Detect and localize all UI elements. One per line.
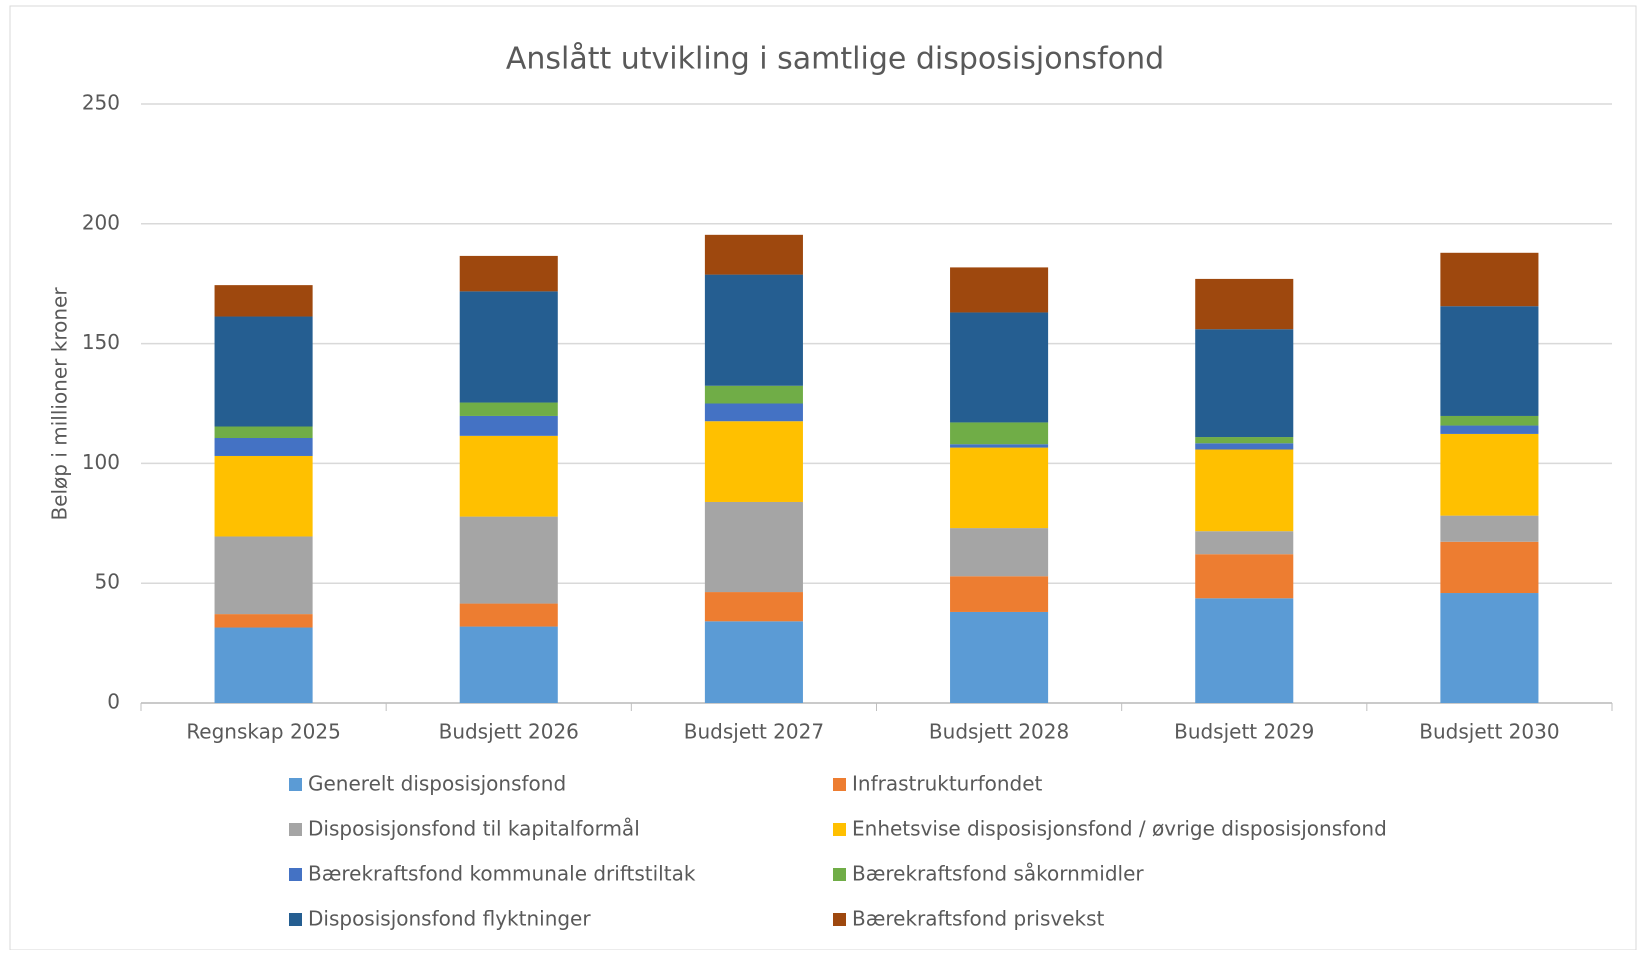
bar-segment [214, 627, 313, 703]
legend-label: Disposisjonsfond til kapitalformål [308, 817, 640, 841]
y-tick-label: 50 [95, 570, 120, 594]
bar-segment [950, 576, 1049, 612]
bar-segment [1440, 515, 1539, 542]
bar-segment [704, 385, 803, 404]
legend-swatch [289, 868, 302, 881]
bar-segment [704, 403, 803, 422]
bar-segment [1440, 415, 1539, 426]
bar-segment [459, 435, 558, 517]
legend-swatch [833, 778, 846, 791]
x-tick-label: Budsjett 2030 [1419, 720, 1559, 744]
y-tick-label: 150 [82, 330, 120, 354]
chart-title: Anslått utvikling i samtlige disposisjon… [506, 42, 1164, 77]
bar-segment [1195, 278, 1294, 330]
legend-label: Generelt disposisjonsfond [308, 772, 566, 796]
legend-label: Infrastrukturfondet [852, 772, 1043, 796]
legend-label: Bærekraftsfond kommunale driftstiltak [308, 862, 696, 886]
bar-segment [1440, 593, 1539, 703]
bar-segment [704, 421, 803, 502]
y-tick-label: 0 [107, 690, 120, 714]
bar-segment [704, 501, 803, 593]
bar-segment [1195, 598, 1294, 703]
bar-segment [214, 426, 313, 439]
legend-label: Enhetsvise disposisjonsfond / øvrige dis… [852, 817, 1387, 841]
bar-segment [704, 621, 803, 703]
bar-segment [950, 447, 1049, 529]
bar-segment [214, 438, 313, 456]
bar-segment [459, 402, 558, 416]
bar-segment [1195, 443, 1294, 450]
x-tick-label: Budsjett 2026 [439, 720, 579, 744]
bar-segment [214, 285, 313, 317]
legend-swatch [833, 823, 846, 836]
legend-swatch [833, 913, 846, 926]
x-tick-label: Budsjett 2029 [1174, 720, 1314, 744]
bar-segment [704, 592, 803, 622]
legend-label: Disposisjonsfond flyktninger [308, 907, 591, 931]
x-tick-label: Budsjett 2027 [684, 720, 824, 744]
bar-segment [459, 516, 558, 604]
bar-segment [214, 536, 313, 615]
x-tick-label: Regnskap 2025 [186, 720, 341, 744]
bar-segment [459, 415, 558, 436]
bar-segment [1195, 449, 1294, 532]
bar-segment [1440, 433, 1539, 516]
bar-segment [950, 422, 1049, 445]
bar-segment [950, 611, 1049, 703]
y-tick-label: 100 [82, 450, 120, 474]
bar-segment [214, 455, 313, 537]
bar-segment [459, 255, 558, 292]
bar-segment [950, 267, 1049, 313]
bar-segment [214, 614, 313, 628]
bar-segment [1440, 425, 1539, 434]
legend-swatch [289, 823, 302, 836]
legend-label: Bærekraftsfond såkornmidler [852, 862, 1144, 886]
bar-segment [459, 603, 558, 627]
legend-swatch [289, 913, 302, 926]
y-tick-label: 200 [82, 210, 120, 234]
bar-segment [459, 626, 558, 703]
bar-segment [459, 291, 558, 403]
bar-segment [1440, 306, 1539, 416]
bar-segment [1195, 437, 1294, 444]
legend-label: Bærekraftsfond prisvekst [852, 907, 1105, 931]
bar-segment [214, 316, 313, 427]
bar-segment [704, 234, 803, 275]
bar-segment [1195, 329, 1294, 438]
bar-segment [1440, 541, 1539, 594]
bar-segment [1195, 554, 1294, 599]
y-axis-label: Beløp i millioner kroner [48, 287, 72, 521]
legend-swatch [833, 868, 846, 881]
legend-swatch [289, 778, 302, 791]
y-tick-label: 250 [82, 91, 120, 115]
x-tick-label: Budsjett 2028 [929, 720, 1069, 744]
bar-segment [950, 528, 1049, 577]
bar-segment [1195, 531, 1294, 555]
bar-segment [1440, 252, 1539, 307]
bar-segment [950, 312, 1049, 423]
bar-segment [950, 444, 1049, 448]
bar-segment [704, 274, 803, 386]
